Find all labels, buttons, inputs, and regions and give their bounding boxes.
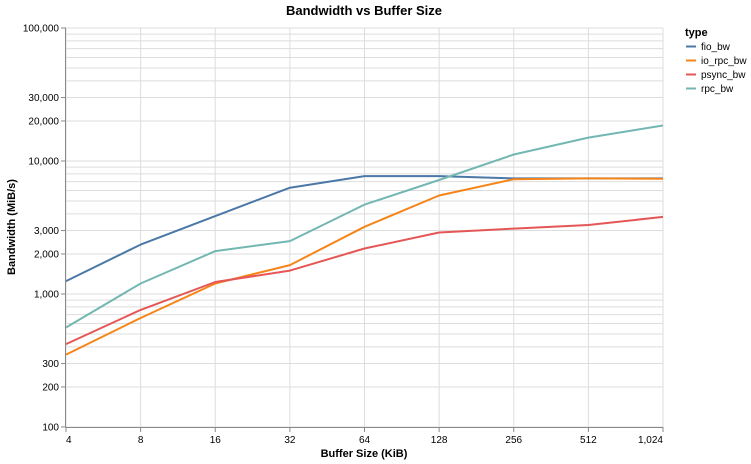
y-tick-label: 200 <box>42 382 59 393</box>
x-tick-label: 8 <box>138 435 144 446</box>
x-axis-title: Buffer Size (KiB) <box>321 448 408 460</box>
legend: type fio_bw io_rpc_bw psync_bw rpc_bw <box>685 27 747 95</box>
y-tick-label: 3,000 <box>34 226 59 237</box>
x-tick-label: 512 <box>580 435 597 446</box>
legend-label-io_rpc_bw: io_rpc_bw <box>701 56 747 67</box>
y-tick-label: 30,000 <box>28 93 59 104</box>
y-axis-title: Bandwidth (MiB/s) <box>6 179 18 275</box>
y-tick-label: 100,000 <box>23 24 60 35</box>
y-tick-label: 10,000 <box>28 157 59 168</box>
x-tick-label: 4 <box>66 435 72 446</box>
series-line-io_rpc_bw <box>65 177 664 356</box>
grid-lines <box>65 27 664 428</box>
legend-title: type <box>685 27 708 39</box>
legend-label-rpc_bw: rpc_bw <box>701 84 734 95</box>
x-tick-label: 16 <box>210 435 222 446</box>
x-tick-label: 32 <box>284 435 296 446</box>
series-line-psync_bw <box>65 215 664 346</box>
y-tick-label: 100 <box>42 423 59 434</box>
y-tick-label: 20,000 <box>28 116 59 127</box>
series-line-rpc_bw <box>65 124 664 329</box>
x-tick-label: 128 <box>431 435 448 446</box>
y-tick-label: 1,000 <box>34 290 59 301</box>
series-lines <box>65 124 664 356</box>
chart-title: Bandwidth vs Buffer Size <box>286 3 442 18</box>
legend-label-fio_bw: fio_bw <box>701 42 731 53</box>
x-tick-label: 64 <box>359 435 371 446</box>
x-tick-label: 256 <box>505 435 522 446</box>
axes: 100 200 300 1,000 2,000 3,000 10,000 20,000 30,0… <box>23 24 664 446</box>
y-tick-label: 2,000 <box>34 249 59 260</box>
y-tick-label: 300 <box>42 359 59 370</box>
legend-label-psync_bw: psync_bw <box>701 70 746 81</box>
x-tick-label: 1,024 <box>638 435 663 446</box>
